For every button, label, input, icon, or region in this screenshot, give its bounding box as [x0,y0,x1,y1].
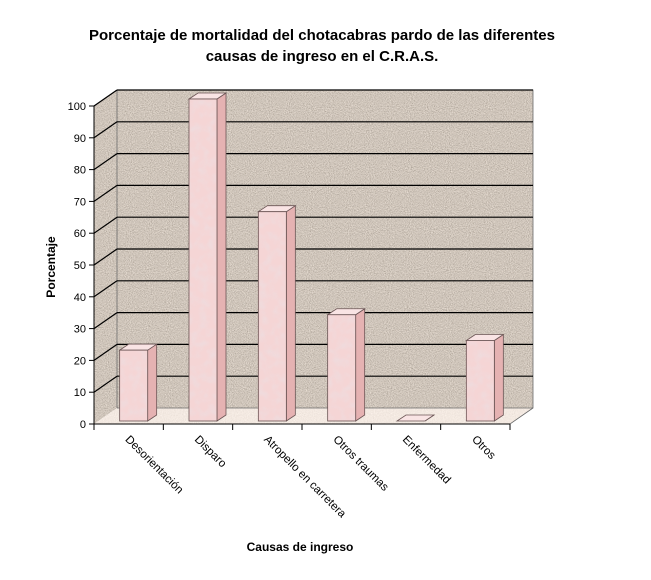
y-axis: 0 10 20 30 40 50 60 70 80 90 100 [68,101,95,431]
gridline-side [93,248,118,266]
gridline-side [93,153,118,171]
gridline-side [93,312,118,330]
x-axis-title: Causas de ingreso [247,540,354,554]
x-tick-labels: Desorientación Disparo Atropello en carret… [123,434,498,521]
gridline-side [93,375,118,393]
bar [187,92,228,422]
y-tick-label: 90 [74,133,86,145]
y-tick-label: 100 [68,101,86,113]
x-tick-label: Otros [469,434,498,463]
gridline-side [93,343,118,361]
bar-front-texture [259,212,286,420]
gridline-side [93,121,118,139]
y-tick-label: 50 [74,260,86,272]
x-tick-label: Disparo [192,434,229,471]
chart-title-line-2: causas de ingreso en el C.R.A.S. [206,48,439,65]
bar-front-texture [467,341,494,420]
bar [395,414,436,422]
y-tick-label: 0 [80,419,86,431]
y-tick-label: 80 [74,165,86,177]
x-axis [93,423,511,430]
gridline-side [93,89,118,107]
y-tick-label: 40 [74,292,86,304]
y-tick-label: 60 [74,228,86,240]
bar-side [355,307,366,422]
bar-side [147,343,158,422]
bar [257,204,297,422]
gridline-side [93,216,118,234]
bar-front-texture [328,315,355,420]
chart-title: Porcentaje de mortalidad del chotacabras… [89,27,555,65]
bar [118,343,158,422]
x-tick-label: Otros traumas [331,434,391,494]
bar-front-texture [120,351,147,420]
bar-side [285,204,296,422]
y-axis-title: Porcentaje [44,236,58,298]
y-tick-label: 10 [74,387,86,399]
chart-title-line-1: Porcentaje de mortalidad del chotacabras… [89,27,555,44]
gridlines [93,89,533,393]
bar-side [493,333,504,422]
y-tick-label: 20 [74,355,86,367]
bar-side [216,92,227,422]
y-tick-label: 30 [74,324,86,336]
gridline-side [93,184,118,202]
y-tick-label: 70 [74,196,86,208]
gridline-side [93,280,118,298]
bars [118,92,505,422]
x-tick-label: Enfermedad [400,434,453,487]
x-tick-label: Desorientación [123,434,186,497]
bar-front-texture [190,100,216,420]
bar [465,333,505,422]
bar [326,307,366,422]
bar-top [395,414,436,422]
